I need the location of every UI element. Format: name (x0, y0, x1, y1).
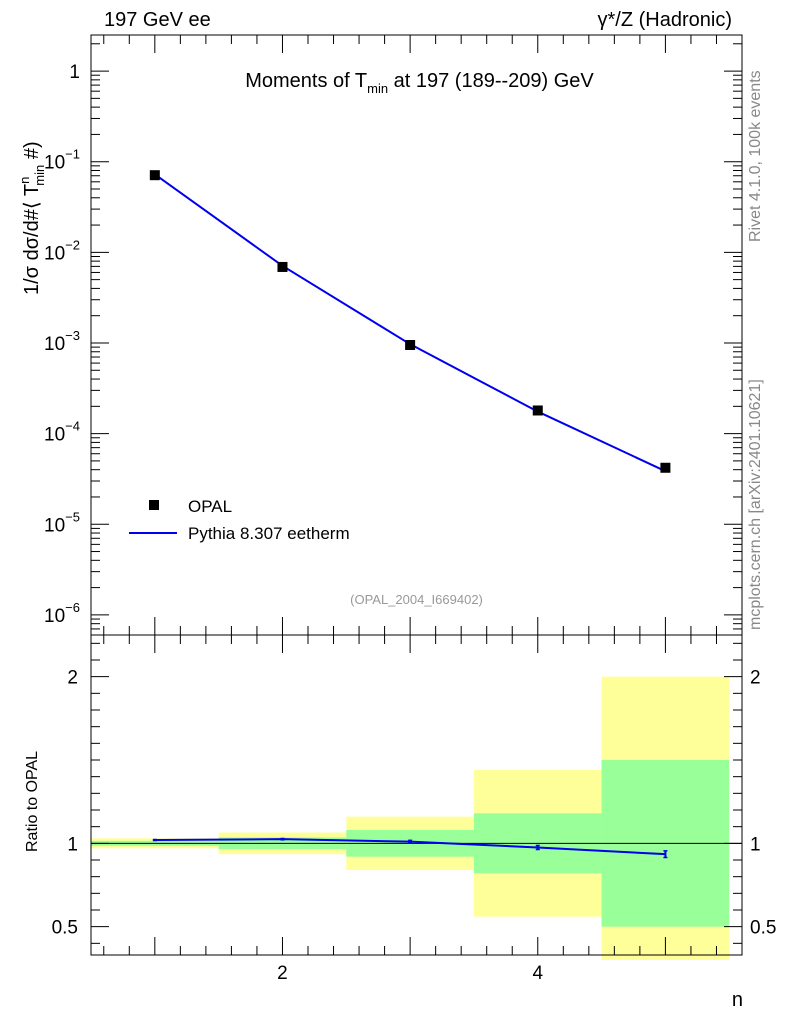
ratio-y-tick-label-right: 1 (750, 834, 761, 855)
y-tick-label: 10−1 (44, 147, 80, 174)
ratio-frame (90, 634, 743, 956)
y-tick-label: 10−4 (44, 419, 80, 446)
data-point (405, 339, 416, 350)
data-point (149, 170, 160, 181)
y-tick-label: 10−5 (44, 509, 80, 536)
legend-label-mc: Pythia 8.307 eetherm (188, 524, 350, 543)
main-frame (90, 34, 743, 636)
ratio-y-tick-label-right: 2 (750, 668, 761, 689)
analysis-id: (OPAL_2004_I669402) (350, 592, 483, 607)
y-tick-label: 10−3 (44, 328, 80, 355)
x-axis-label: n (732, 989, 743, 1011)
header-right: γ*/Z (Hadronic) (597, 9, 732, 31)
ratio-y-tick-label: 0.5 (52, 918, 78, 939)
ratio-y-tick-label-right: 0.5 (750, 918, 776, 939)
header-left: 197 GeV ee (104, 9, 211, 31)
x-tick-label: 4 (532, 963, 543, 984)
ratio-y-tick-label: 1 (67, 834, 78, 855)
main-panel: Moments of Tmin at 197 (189--209) GeV 1 10… (17, 34, 743, 636)
y-axis-label: 1/σ dσ/d#⟨ Tnmin #) (17, 141, 47, 295)
ratio-panel: 0.5 0.5 1 1 2 2 2 4 Ratio to OPAL n (24, 634, 776, 1011)
ratio-y-axis-label: Ratio to OPAL (24, 751, 41, 852)
data-point (660, 462, 671, 473)
x-tick-label: 2 (277, 963, 288, 984)
ratio-y-tick-label: 2 (67, 668, 78, 689)
y-tick-label: 1 (69, 62, 80, 83)
data-point (277, 261, 288, 272)
legend-label-data: OPAL (188, 497, 232, 516)
y-tick-label: 10−6 (44, 600, 80, 627)
y-tick-label: 10−2 (44, 237, 80, 264)
mc-series-line (154, 173, 666, 473)
data-point (532, 405, 543, 416)
chart-title: Moments of Tmin at 197 (189--209) GeV (245, 70, 594, 96)
legend-marker-data (149, 500, 159, 510)
